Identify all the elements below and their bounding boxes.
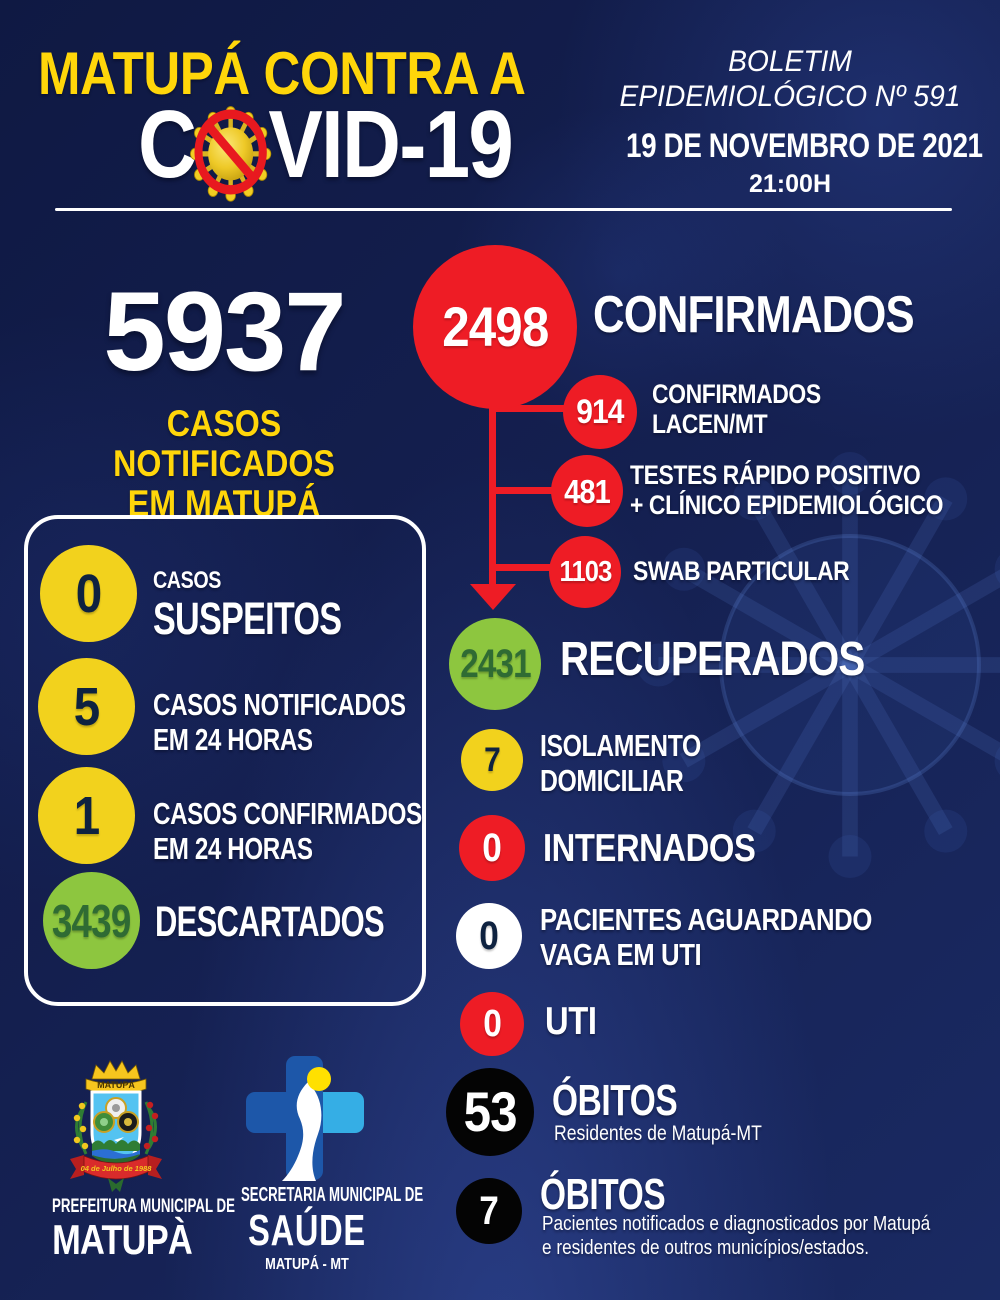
deaths-other-sublabel: Pacientes notificados e diagnosticados p… (542, 1213, 931, 1260)
prefeitura-line1: PREFEITURA MUNICIPAL DE (52, 1196, 236, 1217)
notified-total-value: 5937 (103, 269, 346, 394)
confirmed-value: 2498 (441, 295, 549, 358)
prefeitura-line2: MATUPÀ (52, 1216, 193, 1263)
title-vid19: VID-19 (268, 91, 513, 198)
recovered-value: 2431 (459, 642, 531, 686)
lacen-circle: 914 (563, 375, 637, 449)
lacen-label: CONFIRMADOS LACEN/MT (652, 379, 821, 440)
connector-branch-481 (492, 487, 554, 494)
header-divider (55, 208, 952, 211)
saude-line3: MATUPÁ - MT (265, 1256, 349, 1273)
deaths-residents-sublabel: Residentes de Matupá-MT (554, 1122, 762, 1145)
person-head-icon (307, 1067, 331, 1091)
rapid-test-value: 481 (564, 472, 611, 510)
arrow-down-icon (470, 584, 516, 610)
health-secretariat-logo (246, 1056, 364, 1181)
suspects-label: SUSPEITOS (153, 593, 342, 644)
saude-line1: SECRETARIA MUNICIPAL DE (241, 1184, 424, 1206)
rapid-test-label: TESTES RÁPIDO POSITIVO + CLÍNICO EPIDEMI… (630, 460, 944, 521)
confirmed-24h-value: 1 (73, 785, 100, 846)
awaiting-icu-circle: 0 (456, 903, 522, 969)
deaths-residents-circle: 53 (446, 1068, 534, 1156)
recovered-label: RECUPERADOS (560, 633, 865, 686)
title-c-letter: C (138, 91, 197, 198)
isolation-label: ISOLAMENTO DOMICILIAR (540, 728, 701, 798)
confirmed-label: CONFIRMADOS (593, 286, 915, 344)
isolation-value: 7 (484, 741, 501, 779)
hospitalized-circle: 0 (459, 815, 525, 881)
matupa-coat-of-arms: MATUPÁ 04 de Julho de 1988 (70, 1060, 162, 1192)
discarded-circle: 3439 (43, 872, 140, 969)
saude-line2: SAÚDE (248, 1206, 366, 1255)
confirmed-24h-label: CASOS CONFIRMADOS EM 24 HORAS (153, 796, 422, 866)
bulletin-time: 21:00H (749, 169, 831, 198)
bulletin-number: EPIDEMIOLÓGICO Nº 591 (619, 80, 961, 114)
bulletin-header: BOLETIM EPIDEMIOLÓGICO Nº 591 19 DE NOVE… (590, 44, 990, 199)
recovered-circle: 2431 (449, 618, 541, 710)
hospitalized-label: INTERNADOS (543, 827, 756, 870)
saude-wordmark: SECRETARIA MUNICIPAL DE SAÚDE MATUPÁ - M… (207, 1184, 424, 1274)
connector-branch-914 (492, 405, 566, 412)
confirmed-24h-circle: 1 (38, 767, 135, 864)
awaiting-icu-label: PACIENTES AGUARDANDO VAGA EM UTI (540, 902, 872, 972)
confirmed-circle: 2498 (413, 245, 577, 409)
virus-prohibited-icon (190, 106, 272, 202)
awaiting-icu-value: 0 (479, 914, 500, 958)
suspects-value: 0 (75, 563, 102, 624)
deaths-residents-value: 53 (463, 1080, 517, 1143)
crest-ribbon-text: 04 de Julho de 1988 (81, 1164, 153, 1173)
discarded-label: DESCARTADOS (155, 898, 385, 946)
page-title-line2: C VI (138, 91, 514, 202)
notified-24h-value: 5 (73, 676, 100, 737)
icu-circle: 0 (460, 992, 524, 1056)
page-title-line1: MATUPÁ CONTRA A (38, 40, 526, 107)
connector-branch-1103 (492, 564, 552, 571)
deaths-other-value: 7 (479, 1189, 500, 1233)
crest-banner-text: MATUPÁ (97, 1080, 135, 1090)
daily-stats-panel (24, 515, 426, 1006)
swab-label: SWAB PARTICULAR (633, 556, 850, 586)
notified-total-label: CASOS NOTIFICADOS EM MATUPÁ (113, 403, 335, 524)
virus-watermark-icon (636, 451, 1000, 879)
bulletin-date: 19 DE NOVEMBRO DE 2021 (626, 126, 983, 165)
suspects-circle: 0 (40, 545, 137, 642)
hospitalized-value: 0 (482, 826, 503, 870)
person-icon (282, 1082, 322, 1181)
suspects-label-small: CASOS (153, 567, 221, 594)
deaths-other-circle: 7 (456, 1178, 522, 1244)
icu-value: 0 (483, 1003, 502, 1045)
notified-24h-label: CASOS NOTIFICADOS EM 24 HORAS (153, 687, 406, 757)
bulletin-line1: BOLETIM (728, 45, 852, 78)
deaths-residents-label: ÓBITOS (552, 1076, 678, 1125)
notified-24h-circle: 5 (38, 658, 135, 755)
icu-label: UTI (545, 1000, 597, 1043)
discarded-value: 3439 (52, 894, 131, 947)
swab-value: 1103 (559, 555, 612, 588)
swab-circle: 1103 (549, 536, 621, 608)
prefeitura-wordmark: PREFEITURA MUNICIPAL DE MATUPÀ (22, 1196, 236, 1263)
rapid-test-circle: 481 (551, 455, 623, 527)
deaths-other-label: ÓBITOS (540, 1170, 666, 1219)
isolation-circle: 7 (461, 729, 523, 791)
lacen-value: 914 (576, 393, 624, 431)
